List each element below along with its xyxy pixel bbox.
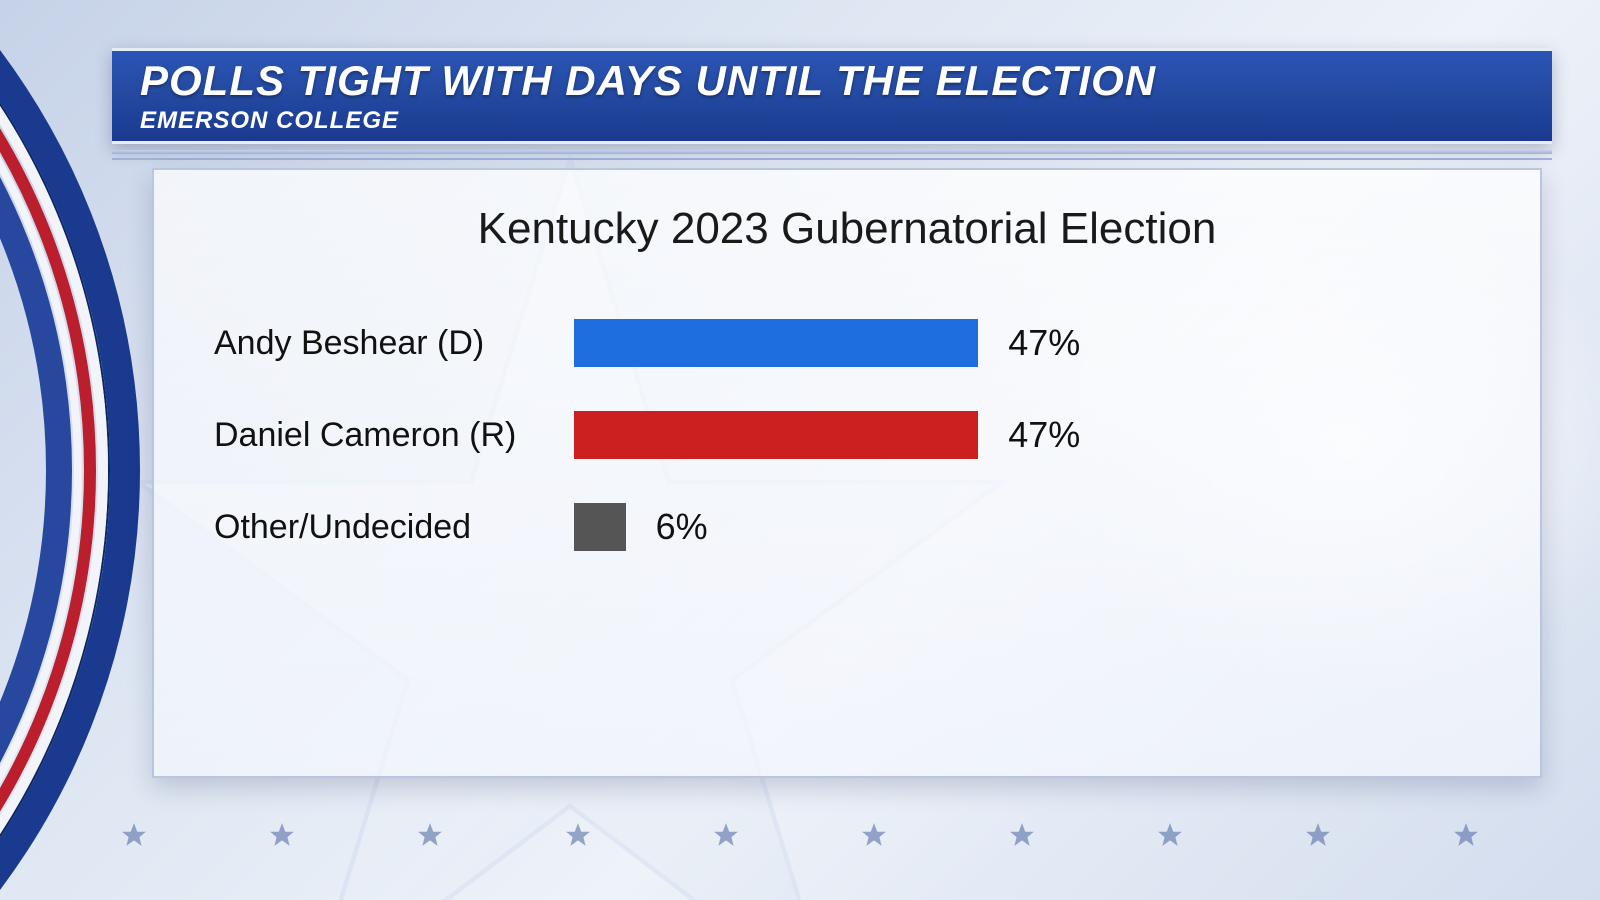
row-value: 47%	[1008, 322, 1080, 364]
row-value: 47%	[1008, 414, 1080, 456]
star-icon	[1157, 822, 1183, 848]
bar	[574, 319, 978, 367]
stage: POLLS TIGHT WITH DAYS UNTIL THE ELECTION…	[0, 0, 1600, 900]
chart-rows: Andy Beshear (D) 47% Daniel Cameron (R) 47%…	[214, 314, 1480, 556]
row-value: 6%	[656, 506, 708, 548]
star-icon	[565, 822, 591, 848]
row-label: Daniel Cameron (R)	[214, 416, 574, 455]
banner-rule	[112, 150, 1552, 154]
bottom-stars-row	[0, 822, 1600, 848]
bar-track	[574, 319, 978, 367]
star-icon	[1453, 822, 1479, 848]
row-label: Andy Beshear (D)	[214, 324, 574, 363]
bar	[574, 503, 626, 551]
star-icon	[269, 822, 295, 848]
chart-panel: Kentucky 2023 Gubernatorial Election And…	[152, 168, 1542, 778]
star-icon	[1009, 822, 1035, 848]
chart-row: Other/Undecided 6%	[214, 498, 1480, 556]
star-icon	[417, 822, 443, 848]
banner-subtitle: EMERSON COLLEGE	[140, 107, 1524, 135]
star-icon	[861, 822, 887, 848]
title-banner: POLLS TIGHT WITH DAYS UNTIL THE ELECTION…	[112, 48, 1552, 144]
row-label: Other/Undecided	[214, 508, 574, 547]
star-icon	[121, 822, 147, 848]
chart-title: Kentucky 2023 Gubernatorial Election	[214, 204, 1480, 254]
banner-rule-thin	[112, 158, 1552, 160]
bar-track	[574, 411, 978, 459]
chart-row: Andy Beshear (D) 47%	[214, 314, 1480, 372]
bar-track	[574, 503, 626, 551]
star-icon	[1305, 822, 1331, 848]
star-icon	[713, 822, 739, 848]
banner-title: POLLS TIGHT WITH DAYS UNTIL THE ELECTION	[140, 57, 1524, 105]
bar	[574, 411, 978, 459]
chart-row: Daniel Cameron (R) 47%	[214, 406, 1480, 464]
